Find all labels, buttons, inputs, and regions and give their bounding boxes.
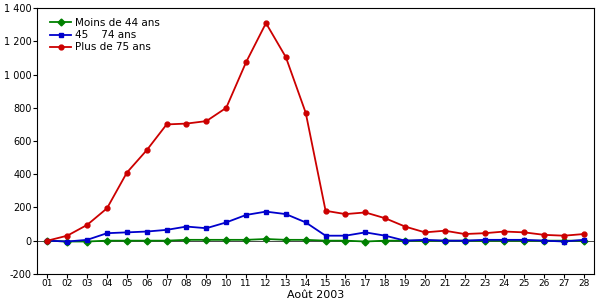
Line: Moins de 44 ans: Moins de 44 ans (45, 237, 586, 244)
Moins de 44 ans (501, 239, 508, 243)
Moins de 44 ans (382, 239, 389, 243)
Moins de 44 ans (263, 237, 270, 241)
45    74 ans (44, 239, 51, 243)
Plus de 75 ans (302, 111, 309, 115)
Plus de 75 ans (243, 60, 250, 64)
Plus de 75 ans (282, 55, 289, 59)
Plus de 75 ans (441, 229, 448, 233)
Moins de 44 ans (541, 239, 548, 243)
Moins de 44 ans (342, 239, 349, 243)
45    74 ans (401, 239, 408, 243)
Plus de 75 ans (103, 206, 111, 210)
45    74 ans (103, 231, 111, 235)
45    74 ans (143, 230, 150, 233)
Plus de 75 ans (84, 223, 91, 227)
Moins de 44 ans (84, 240, 91, 243)
Plus de 75 ans (401, 225, 408, 228)
Moins de 44 ans (401, 239, 408, 243)
Plus de 75 ans (422, 230, 429, 234)
Plus de 75 ans (541, 233, 548, 237)
Moins de 44 ans (461, 239, 468, 243)
Moins de 44 ans (183, 238, 190, 242)
Line: 45    74 ans: 45 74 ans (45, 209, 586, 244)
45    74 ans (183, 225, 190, 228)
Moins de 44 ans (521, 239, 528, 243)
45    74 ans (382, 234, 389, 237)
45    74 ans (123, 230, 130, 234)
45    74 ans (243, 213, 250, 217)
45    74 ans (64, 240, 71, 243)
X-axis label: Août 2003: Août 2003 (287, 290, 344, 300)
Plus de 75 ans (560, 234, 568, 237)
45    74 ans (560, 240, 568, 243)
Plus de 75 ans (481, 231, 488, 235)
Plus de 75 ans (203, 119, 210, 123)
Plus de 75 ans (183, 122, 190, 126)
45    74 ans (541, 239, 548, 243)
45    74 ans (163, 228, 170, 232)
Moins de 44 ans (560, 239, 568, 243)
45    74 ans (501, 238, 508, 242)
45    74 ans (342, 234, 349, 237)
Moins de 44 ans (44, 239, 51, 243)
Moins de 44 ans (362, 240, 369, 243)
Plus de 75 ans (362, 211, 369, 214)
Plus de 75 ans (501, 230, 508, 233)
Plus de 75 ans (44, 239, 51, 243)
Plus de 75 ans (263, 21, 270, 25)
Plus de 75 ans (163, 123, 170, 126)
Moins de 44 ans (123, 239, 130, 243)
Moins de 44 ans (103, 239, 111, 243)
Plus de 75 ans (382, 216, 389, 220)
45    74 ans (580, 238, 587, 242)
Plus de 75 ans (521, 230, 528, 234)
45    74 ans (84, 238, 91, 242)
Plus de 75 ans (222, 106, 230, 110)
Moins de 44 ans (222, 238, 230, 242)
Moins de 44 ans (243, 238, 250, 242)
45    74 ans (302, 221, 309, 224)
Moins de 44 ans (322, 239, 329, 243)
45    74 ans (362, 230, 369, 234)
Moins de 44 ans (302, 238, 309, 242)
45    74 ans (422, 238, 429, 242)
Moins de 44 ans (163, 239, 170, 243)
45    74 ans (481, 238, 488, 242)
Moins de 44 ans (580, 239, 587, 243)
Plus de 75 ans (580, 232, 587, 236)
Moins de 44 ans (64, 240, 71, 243)
45    74 ans (521, 238, 528, 242)
45    74 ans (263, 210, 270, 213)
Moins de 44 ans (441, 239, 448, 243)
Plus de 75 ans (322, 209, 329, 212)
45    74 ans (461, 239, 468, 243)
Moins de 44 ans (481, 239, 488, 243)
45    74 ans (203, 226, 210, 230)
45    74 ans (441, 239, 448, 243)
Moins de 44 ans (143, 239, 150, 243)
Moins de 44 ans (282, 238, 289, 242)
45    74 ans (222, 221, 230, 224)
Plus de 75 ans (123, 171, 130, 174)
45    74 ans (282, 212, 289, 216)
Line: Plus de 75 ans: Plus de 75 ans (45, 21, 586, 243)
Legend: Moins de 44 ans, 45    74 ans, Plus de 75 ans: Moins de 44 ans, 45 74 ans, Plus de 75 a… (48, 16, 162, 54)
45    74 ans (322, 234, 329, 237)
Plus de 75 ans (64, 234, 71, 237)
Moins de 44 ans (422, 239, 429, 243)
Moins de 44 ans (203, 238, 210, 242)
Plus de 75 ans (461, 232, 468, 236)
Plus de 75 ans (342, 212, 349, 216)
Plus de 75 ans (143, 148, 150, 152)
